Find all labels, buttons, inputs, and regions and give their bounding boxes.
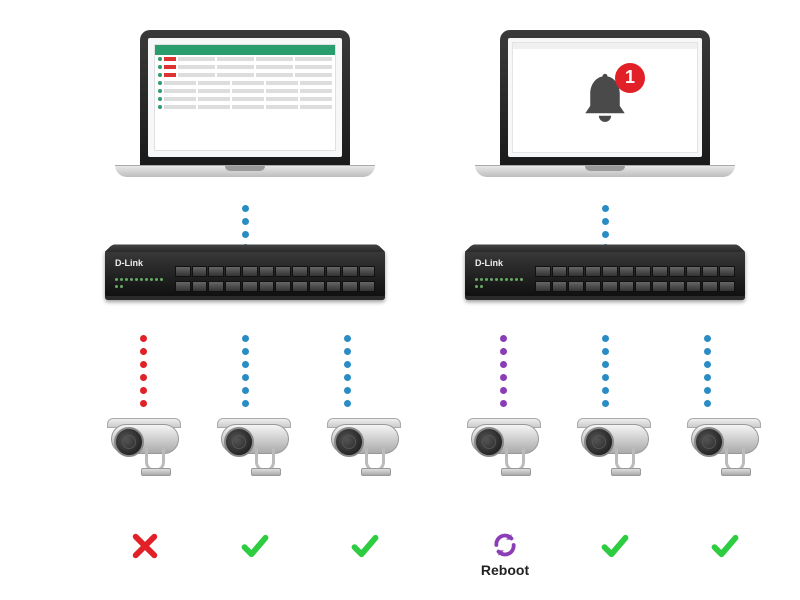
status-check-icon (215, 532, 295, 560)
cameras-left (90, 420, 420, 560)
reboot-label: Reboot (465, 562, 545, 578)
camera: Reboot (465, 420, 545, 578)
camera (215, 420, 295, 560)
connector-cam3-right (702, 335, 712, 407)
connector-cam1-left (138, 335, 148, 407)
camera (105, 420, 185, 560)
status-check-icon (575, 532, 655, 560)
switch-ports (535, 266, 735, 292)
laptop-left (115, 30, 375, 200)
connector-cam1-right (498, 335, 508, 407)
connector-cam2-left (240, 335, 250, 407)
column-right: 1 D-Link (440, 0, 770, 310)
status-check-icon (325, 532, 405, 560)
laptop-right: 1 (475, 30, 735, 200)
camera (325, 420, 405, 560)
status-check-icon (685, 532, 765, 560)
laptop-display-table (148, 38, 342, 157)
status-reboot-icon: Reboot (465, 532, 545, 578)
network-switch-right: D-Link (465, 250, 745, 310)
laptop-display-alert: 1 (508, 38, 702, 157)
camera (575, 420, 655, 578)
network-diagram: D-Link (0, 0, 800, 600)
switch-brand-label: D-Link (475, 258, 503, 268)
connector-cam2-right (600, 335, 610, 407)
switch-brand-label: D-Link (115, 258, 143, 268)
connector-cam3-left (342, 335, 352, 407)
bell-icon: 1 (575, 69, 635, 133)
alert-badge: 1 (615, 63, 645, 93)
switch-ports (175, 266, 375, 292)
column-left: D-Link (80, 0, 410, 310)
status-cross-icon (105, 532, 185, 560)
cameras-right: Reboot (450, 420, 780, 578)
camera (685, 420, 765, 578)
network-switch-left: D-Link (105, 250, 385, 310)
